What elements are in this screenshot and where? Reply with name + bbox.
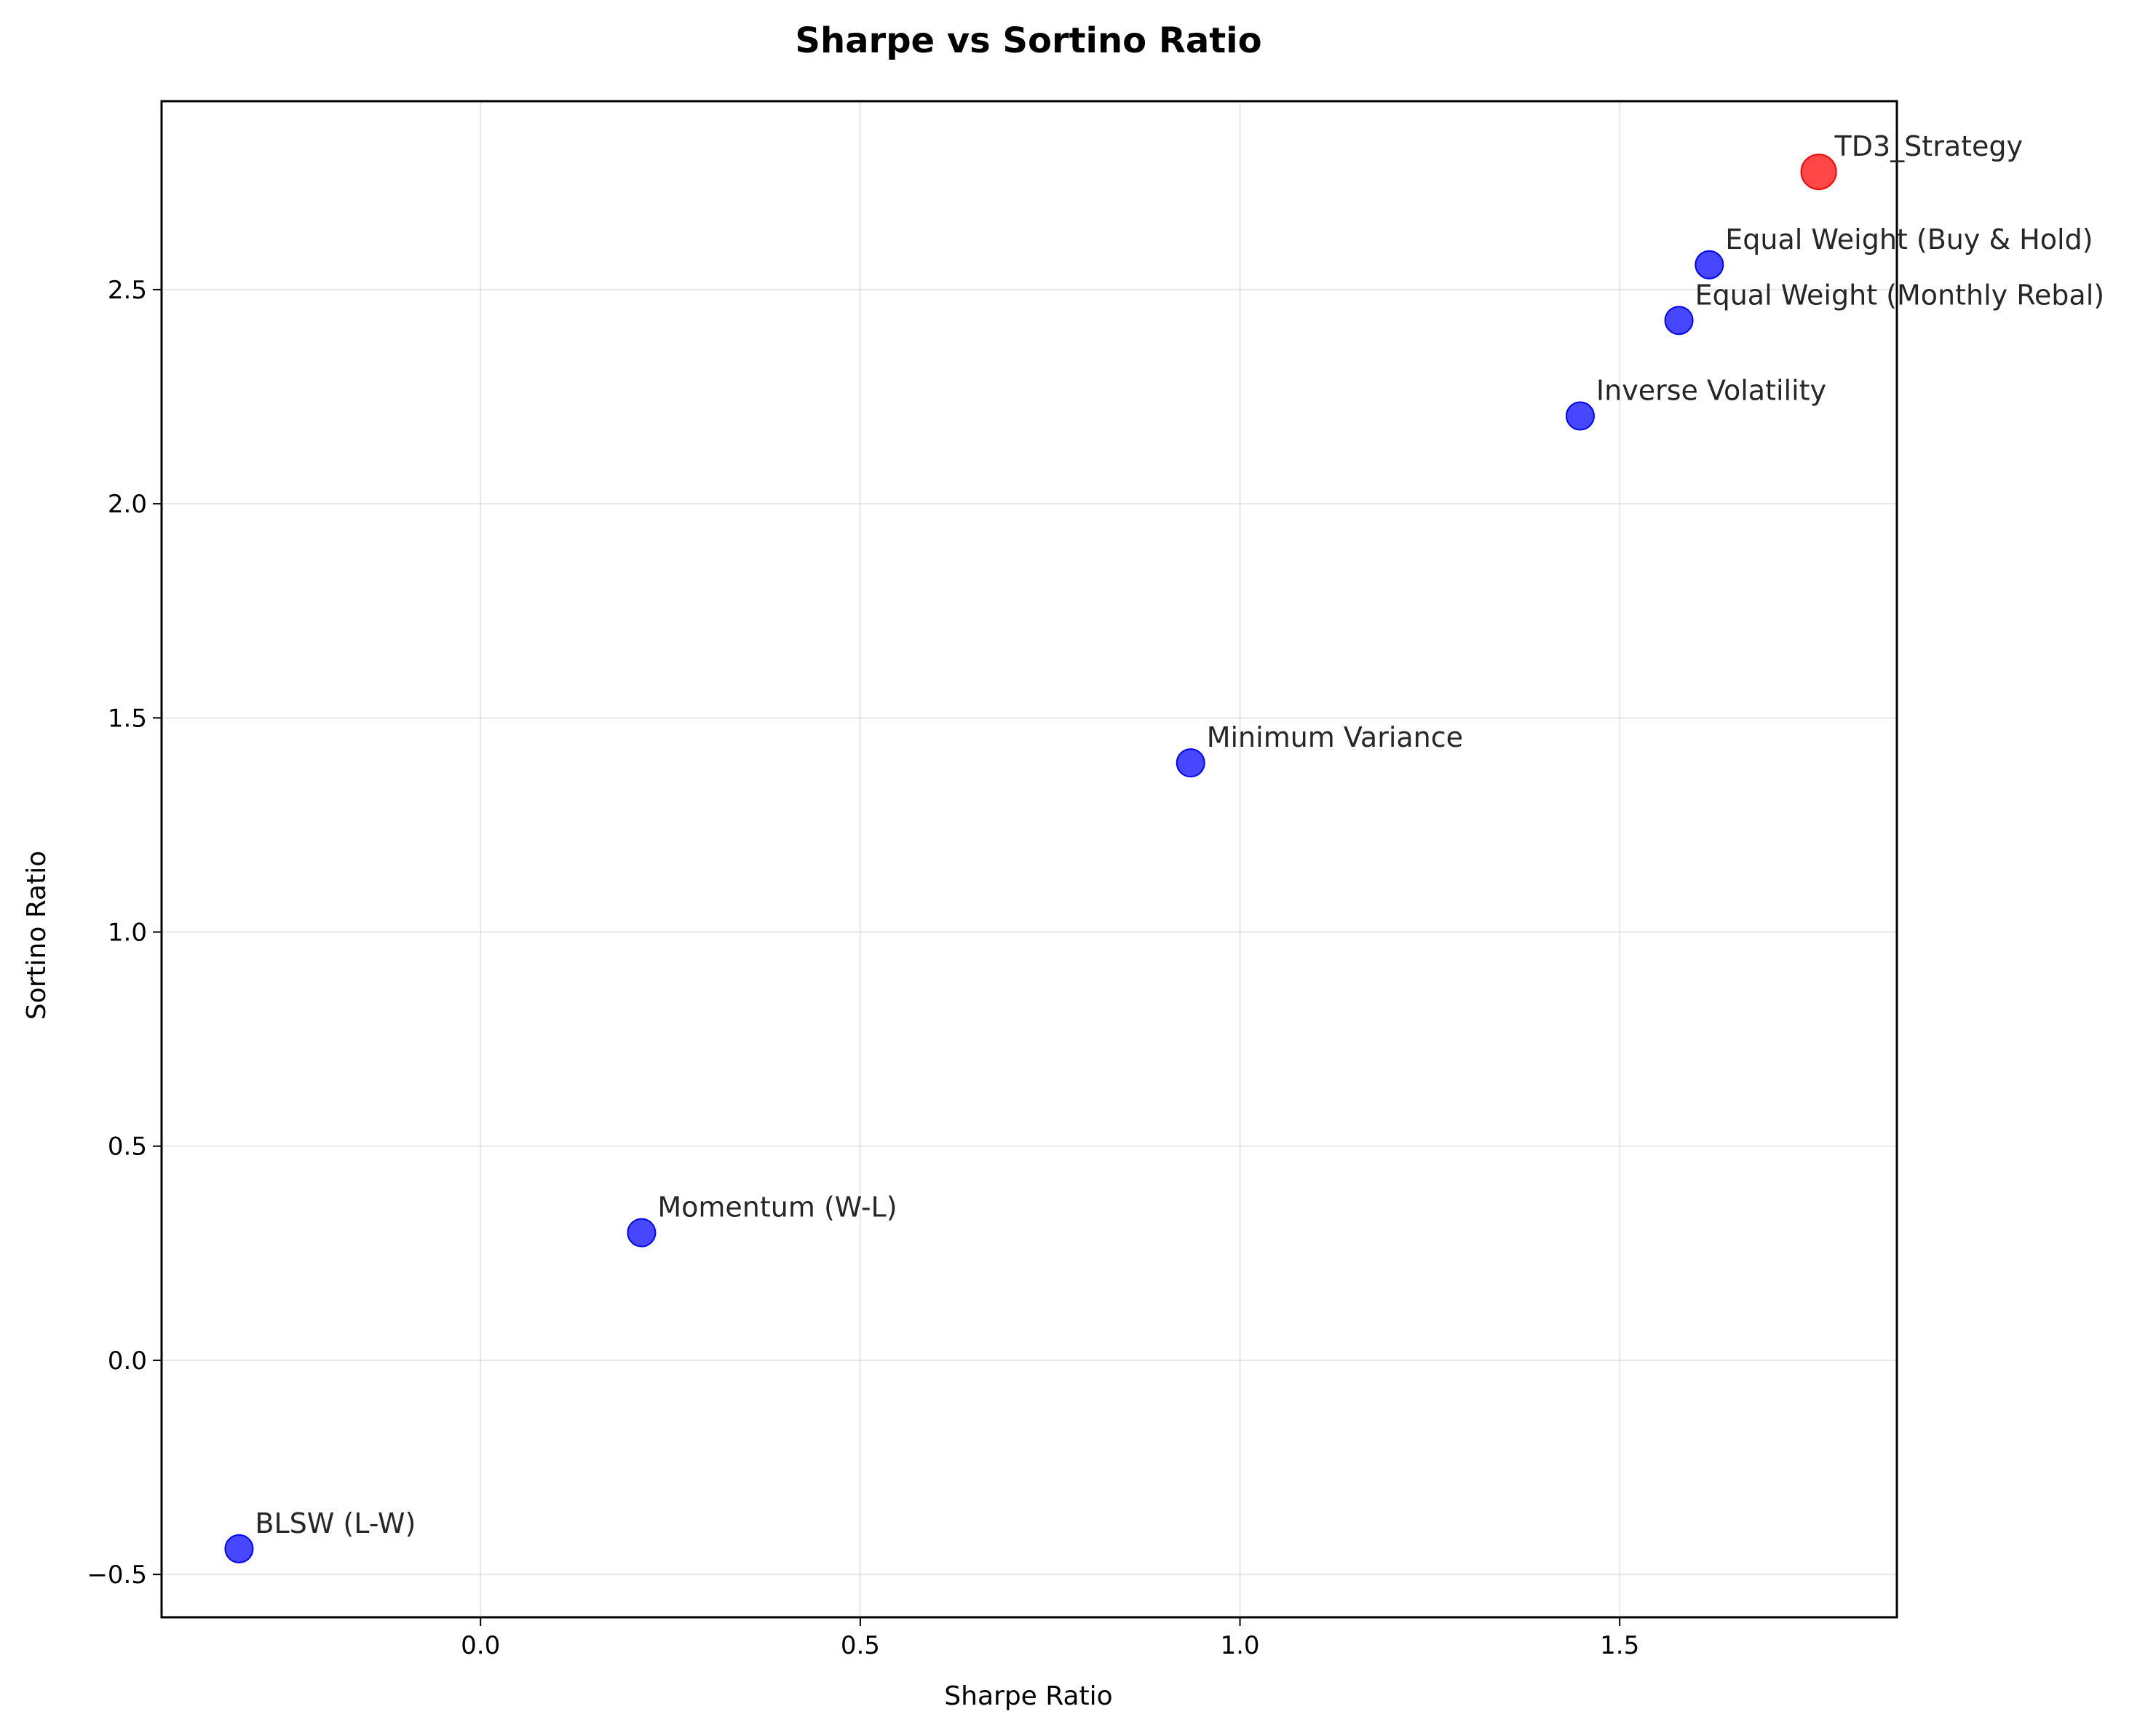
point-label: Inverse Volatility xyxy=(1596,374,1826,406)
y-tick-label: −0.5 xyxy=(87,1561,147,1590)
point-label: BLSW (L-W) xyxy=(255,1507,416,1539)
point-label: Minimum Variance xyxy=(1207,721,1463,753)
y-tick-label: 0.0 xyxy=(108,1347,147,1376)
data-points xyxy=(224,154,1837,1563)
data-point xyxy=(1664,306,1694,336)
grid-lines xyxy=(162,101,1897,1617)
point-label: Equal Weight (Buy & Hold) xyxy=(1725,223,2093,255)
x-axis-label: Sharpe Ratio xyxy=(944,1681,1112,1711)
y-tick-label: 2.5 xyxy=(108,276,147,305)
x-tick-label: 0.5 xyxy=(841,1631,880,1660)
data-point xyxy=(1565,401,1595,431)
chart-title: Sharpe vs Sortino Ratio xyxy=(795,20,1261,61)
y-axis-label: Sortino Ratio xyxy=(22,851,52,1020)
point-label: TD3_Strategy xyxy=(1834,130,2023,162)
point-label: Equal Weight (Monthly Rebal) xyxy=(1695,279,2105,311)
axis-ticks: 0.0 0.5 1.0 1.5 −0.5 0.0 0.5 1.0 1.5 2.0 2.5 xyxy=(87,276,1639,1660)
x-tick-label: 0.0 xyxy=(461,1631,500,1660)
data-point xyxy=(224,1534,254,1563)
y-tick-label: 2.0 xyxy=(108,490,147,519)
point-labels: TD3_Strategy Equal Weight (Buy & Hold) Equ… xyxy=(255,130,2104,1539)
data-point xyxy=(1695,250,1724,279)
x-tick-label: 1.0 xyxy=(1220,1631,1259,1660)
point-label: Momentum (W-L) xyxy=(657,1191,897,1224)
data-point xyxy=(627,1218,657,1248)
y-tick-label: 0.5 xyxy=(108,1133,147,1162)
plot-area-frame xyxy=(160,100,1898,1619)
x-tick-label: 1.5 xyxy=(1600,1631,1639,1660)
y-tick-label: 1.5 xyxy=(108,704,147,733)
data-point xyxy=(1176,748,1205,778)
highlight-point xyxy=(1800,154,1837,191)
y-tick-label: 1.0 xyxy=(108,919,147,948)
